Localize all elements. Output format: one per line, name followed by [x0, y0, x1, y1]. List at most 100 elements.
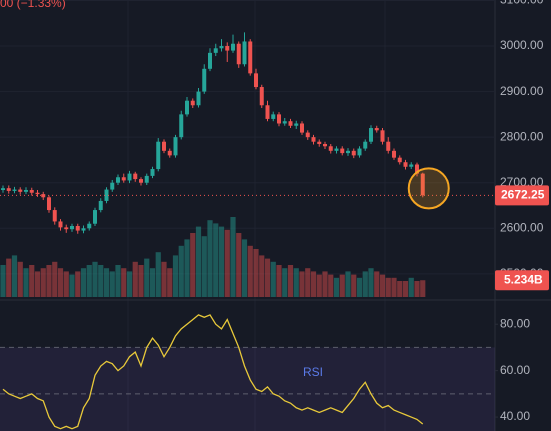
y-tick-label: 3100.00	[500, 0, 544, 7]
candle-body	[173, 137, 178, 156]
candle-body	[305, 132, 310, 138]
candle-body	[64, 227, 69, 230]
candle-body	[386, 141, 391, 151]
y-tick-label: 2600.00	[500, 220, 544, 234]
candle-body	[144, 175, 149, 183]
candle-body	[369, 128, 373, 142]
candle-body	[196, 91, 201, 106]
candle-body	[374, 128, 379, 131]
candle-body	[351, 150, 356, 156]
volume-bar	[23, 268, 29, 297]
volume-bar	[230, 217, 236, 297]
candle-body	[104, 189, 109, 201]
volume-bar	[287, 265, 294, 297]
volume-bar	[374, 271, 380, 297]
candle-body	[415, 164, 419, 174]
candle-body	[334, 148, 339, 151]
volume-bar	[213, 223, 219, 297]
candle-body	[70, 226, 74, 230]
volume-bar	[103, 268, 110, 297]
volume-bar	[264, 258, 271, 297]
volume-bar	[190, 233, 196, 297]
volume-bar	[34, 271, 41, 297]
candle-body	[317, 141, 322, 144]
candle-body	[156, 141, 161, 170]
candle-body	[420, 173, 425, 196]
candle-body	[403, 162, 408, 167]
candle-body	[179, 114, 184, 138]
volume-bar	[144, 258, 150, 297]
candle-body	[219, 46, 224, 49]
legend-change: 00 (−1.33%)	[0, 0, 66, 10]
candle-body	[346, 150, 350, 154]
candle-body	[133, 173, 138, 180]
candle-body	[392, 150, 396, 158]
candle-body	[185, 100, 189, 115]
volume-bar	[29, 265, 35, 297]
volume-bar	[310, 271, 317, 297]
volume-bar	[356, 277, 363, 297]
volume-bar	[75, 271, 81, 297]
candle-body	[29, 190, 34, 193]
candle-body	[357, 148, 362, 156]
candle-body	[202, 68, 207, 92]
price-badge	[495, 185, 549, 206]
volume-bar	[149, 268, 156, 297]
candle-body	[87, 223, 92, 229]
highlight-circle	[407, 167, 450, 210]
y-tick-label: 60.00	[500, 363, 530, 377]
volume-bar	[80, 268, 87, 297]
volume-bar	[368, 268, 374, 297]
volume-bar	[385, 277, 391, 297]
candle-body	[363, 141, 368, 149]
rsi-band	[0, 347, 495, 431]
candle-body	[340, 148, 345, 154]
candle-body	[259, 87, 264, 106]
volume-bar	[172, 255, 179, 297]
candle-body	[98, 200, 103, 211]
candle-body	[300, 123, 304, 133]
candle-body	[35, 192, 40, 195]
candle-body	[12, 189, 17, 191]
volume-bar	[351, 274, 357, 297]
candle-body	[127, 173, 132, 181]
volume-bar	[391, 277, 397, 297]
candle-body	[288, 121, 293, 126]
candle-body	[380, 130, 385, 142]
candle-body	[282, 121, 287, 124]
candle-body	[121, 177, 126, 181]
candle-body	[236, 43, 241, 65]
volume-bar	[161, 261, 167, 297]
candle-body	[1, 188, 5, 191]
rsi-label: RSI	[303, 365, 323, 379]
candle-body	[58, 221, 63, 228]
volume-bar	[11, 255, 18, 297]
y-tick-label: 3000.00	[500, 38, 544, 52]
rsi-line	[2, 314, 424, 430]
candle-body	[397, 157, 402, 163]
candle-body	[231, 43, 235, 51]
volume-bar	[155, 252, 161, 297]
candle-body	[248, 41, 253, 74]
volume-bar	[362, 271, 368, 297]
volume-bar	[63, 271, 69, 297]
volume-bar	[345, 271, 351, 297]
candle-body	[75, 226, 80, 231]
candle-body	[81, 228, 86, 231]
candle-body	[254, 73, 258, 88]
volume-bar	[339, 274, 345, 297]
volume-bar	[293, 268, 299, 297]
candle-body	[24, 190, 28, 192]
volume-bar	[92, 261, 98, 297]
volume-bar	[178, 245, 184, 297]
volume-bar	[69, 274, 75, 297]
candle-body	[47, 197, 51, 211]
candle-body	[409, 164, 414, 167]
candle-body	[139, 179, 143, 183]
candle-body	[294, 123, 299, 126]
volume-bar	[402, 281, 409, 297]
volume-bar	[195, 226, 202, 297]
volume-bar	[241, 239, 248, 297]
candle-body	[277, 114, 281, 124]
